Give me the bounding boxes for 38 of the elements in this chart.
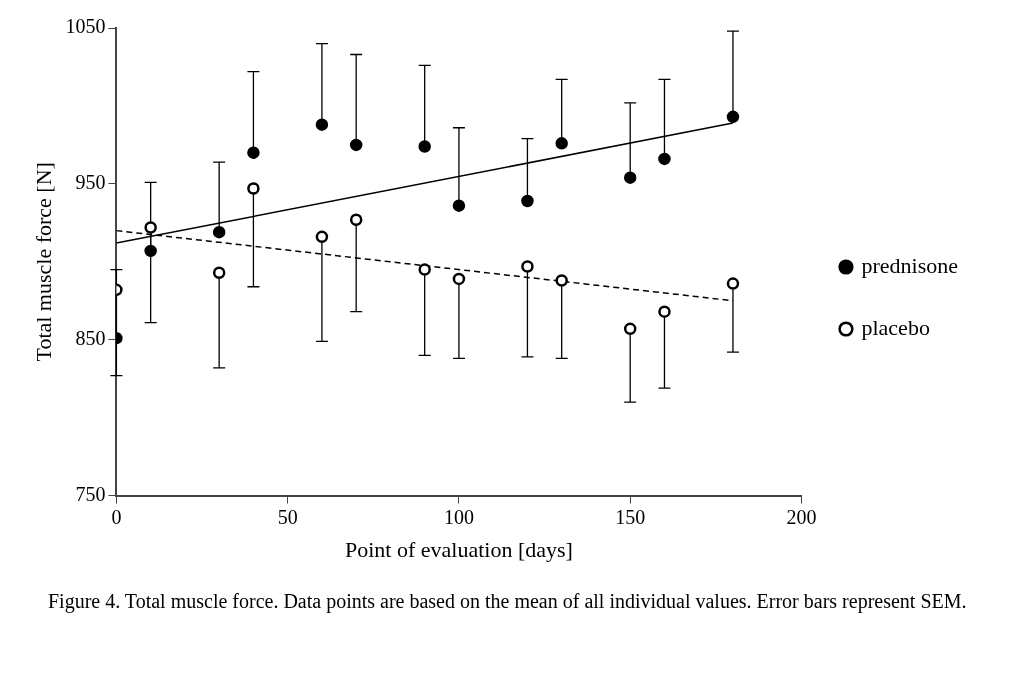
point: [247, 146, 260, 159]
y-tick-label: 850: [75, 326, 106, 349]
point: [418, 263, 431, 276]
point: [247, 182, 260, 195]
caption: Figure 4. Total muscle force. Data points are based on the mean of all individual values. Error bars represent SEM.: [48, 589, 968, 614]
point: [349, 138, 363, 152]
x-tick-label: 200: [786, 505, 817, 528]
x-tick-label: 50: [277, 505, 298, 528]
point: [212, 225, 226, 239]
point: [144, 244, 157, 258]
point: [726, 277, 740, 290]
point: [452, 272, 466, 286]
point: [212, 266, 226, 279]
point: [452, 199, 466, 212]
y-axis-title: Total muscle force [N]: [30, 162, 56, 362]
legend-label: prednisone: [861, 252, 958, 278]
x-tick-label: 150: [615, 505, 646, 528]
point: [315, 230, 329, 244]
point: [623, 322, 637, 336]
point: [521, 194, 534, 208]
y-tick-label: 750: [75, 482, 106, 505]
point: [418, 140, 431, 153]
point: [623, 171, 637, 184]
point: [349, 213, 363, 226]
point: [658, 305, 671, 318]
y-tick-label: 950: [75, 171, 106, 194]
y-tick-label: 1050: [65, 15, 106, 38]
point: [144, 221, 157, 234]
x-tick-label: 0: [111, 505, 122, 528]
x-axis-title: Point of evaluation [days]: [344, 536, 573, 562]
point: [555, 137, 568, 150]
point: [555, 274, 568, 287]
x-tick-label: 100: [443, 505, 474, 528]
point: [521, 260, 534, 273]
point: [315, 118, 329, 131]
legend-label: placebo: [861, 314, 930, 340]
point: [726, 110, 740, 124]
point: [658, 152, 671, 166]
